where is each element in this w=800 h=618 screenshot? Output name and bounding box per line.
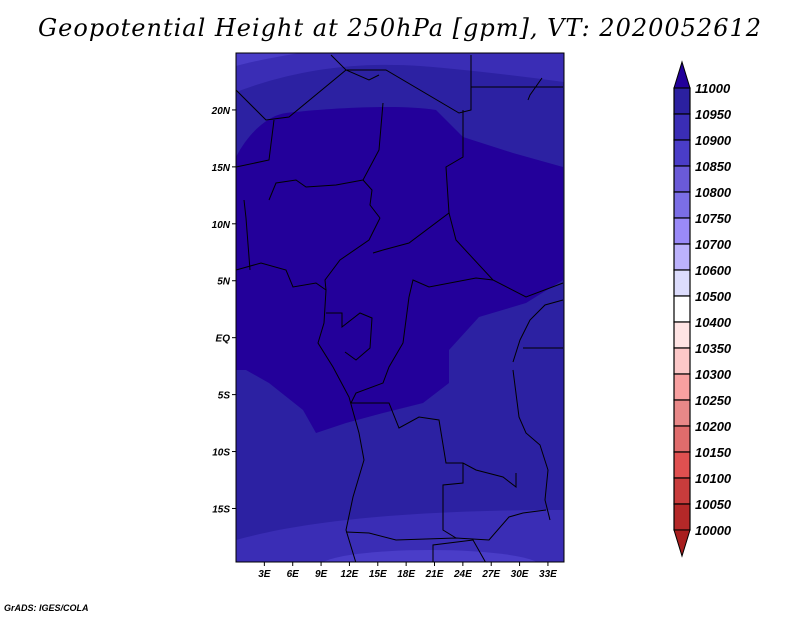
lat-tick-label: 15N: [212, 163, 231, 174]
colorbar-cell: [673, 217, 691, 245]
chart-title: Geopotential Height at 250hPa [gpm], VT:…: [38, 14, 762, 42]
lat-tick-label: 15S: [212, 504, 230, 515]
colorbar-cell: [673, 503, 691, 531]
lon-tick-label: 27E: [481, 569, 500, 580]
colorbar-label: 10750: [695, 211, 732, 226]
colorbar-cell: [673, 399, 691, 427]
colorbar-label: 10900: [695, 133, 732, 148]
longitude-axis: 3E 6E 9E 12E 15E 18E 21E 24E 27E 30E 33E: [258, 562, 557, 580]
map-frame: [235, 52, 565, 563]
contour-fill: [236, 53, 564, 562]
colorbar-cell: [673, 451, 691, 479]
colorbar-cell: [673, 269, 691, 297]
colorbar-label: 10600: [695, 263, 732, 278]
colorbar-label: 10100: [695, 471, 732, 486]
lon-tick-label: 15E: [369, 569, 387, 580]
colorbar-label: 10150: [695, 445, 732, 460]
shade-10900-10950-south: [236, 510, 564, 562]
lon-tick-label: 18E: [397, 569, 415, 580]
colorbar-label: 10700: [695, 237, 732, 252]
colorbar-label: 10200: [695, 419, 732, 434]
lon-tick-label: 21E: [425, 569, 444, 580]
colorbar-label: 10850: [695, 159, 732, 174]
lon-tick-label: 6E: [287, 569, 300, 580]
colorbar-cell: [673, 477, 691, 505]
colorbar-label: 11000: [695, 81, 731, 96]
colorbar-cell: [673, 373, 691, 401]
colorbar-label: 10800: [695, 185, 732, 200]
colorbar-cell: [673, 113, 691, 141]
colorbar-cell: [673, 347, 691, 375]
colorbar-cell: [673, 87, 691, 115]
colorbar-label: 10950: [695, 107, 732, 122]
shade-10900-10950-north: [236, 53, 564, 92]
colorbar-over-triangle: [673, 60, 691, 89]
colorbar-label: 10050: [695, 497, 732, 512]
colorbar-label: 10300: [695, 367, 732, 382]
lat-tick-label: 10S: [212, 448, 230, 459]
colorbar-label: 10400: [695, 315, 732, 330]
colorbar-cell: [673, 165, 691, 193]
country-borders: [236, 54, 564, 562]
lon-tick-label: 9E: [315, 569, 328, 580]
colorbar-cell: [673, 295, 691, 323]
shade-above-11000: [236, 106, 563, 433]
colorbar-cell: [673, 139, 691, 167]
lat-tick-label: 20N: [211, 106, 231, 117]
colorbar-cell: [673, 191, 691, 219]
lat-tick-label: 5S: [218, 391, 231, 402]
lon-tick-label: 3E: [258, 569, 271, 580]
lon-tick-label: 30E: [511, 569, 529, 580]
lon-tick-label: 24E: [453, 569, 472, 580]
colorbar-label: 10500: [695, 289, 732, 304]
grads-credit: GrADS: IGES/COLA: [4, 603, 89, 613]
lat-tick-label: EQ: [216, 334, 231, 345]
colorbar-label: 10350: [695, 341, 732, 356]
lat-tick-label: 5N: [217, 277, 231, 288]
colorbar-cell: [673, 243, 691, 271]
colorbar-cell: [673, 425, 691, 453]
colorbar-cell: [673, 321, 691, 349]
latitude-axis: 20N 15N 10N 5N EQ 5S 10S 15S: [211, 106, 236, 515]
colorbar: 11000 10950 10900 10850 10800 10750 10700 10600…: [673, 60, 732, 558]
colorbar-label: 10250: [695, 393, 732, 408]
lon-tick-label: 33E: [539, 569, 557, 580]
colorbar-under-triangle: [673, 529, 691, 558]
lat-tick-label: 10N: [212, 220, 231, 231]
lon-tick-label: 12E: [341, 569, 359, 580]
shade-10850-10900-north: [236, 53, 300, 66]
colorbar-label: 10000: [695, 523, 732, 538]
